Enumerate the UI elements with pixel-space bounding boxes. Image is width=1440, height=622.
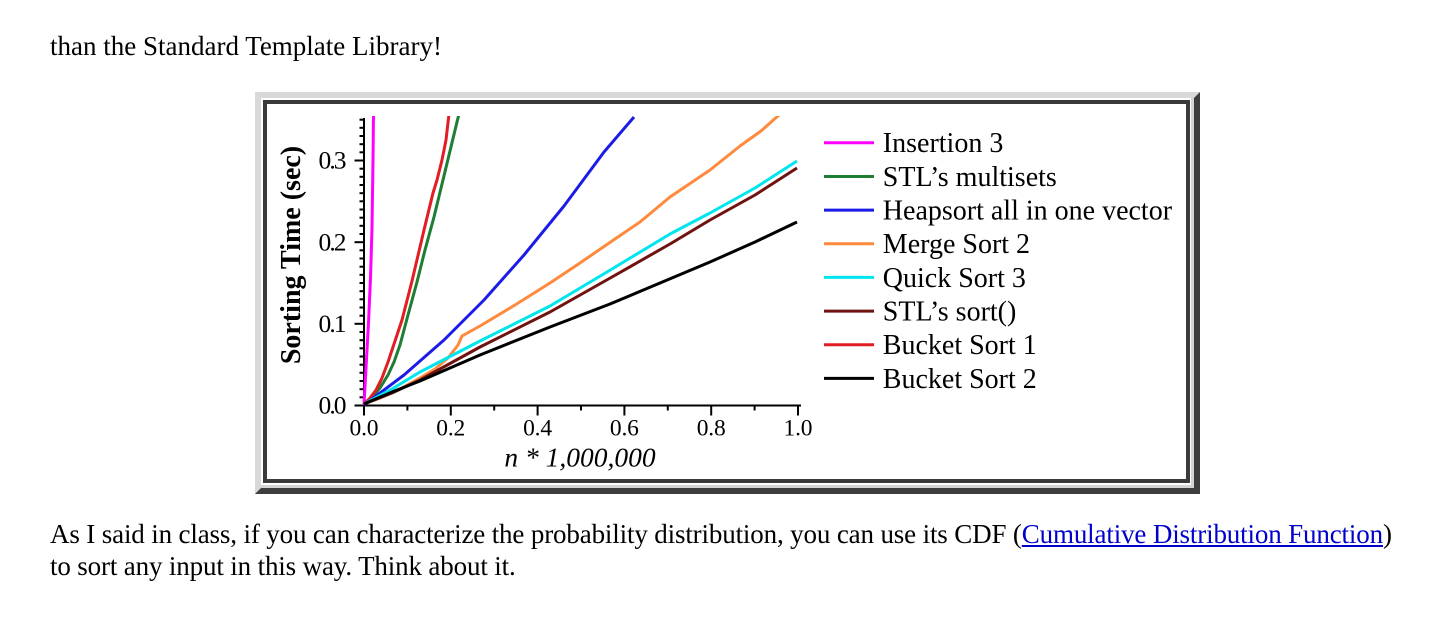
svg-text:Insertion 3: Insertion 3: [883, 128, 1004, 159]
svg-text:0.0: 0.0: [350, 416, 379, 442]
svg-text:STL’s sort(): STL’s sort(): [883, 297, 1017, 328]
svg-text:0.8: 0.8: [697, 416, 726, 442]
svg-text:Merge Sort 2: Merge Sort 2: [883, 229, 1030, 260]
svg-text:0.4: 0.4: [523, 416, 552, 442]
svg-text:Heapsort all in one vector: Heapsort all in one vector: [883, 196, 1173, 227]
svg-text:Bucket Sort 1: Bucket Sort 1: [883, 330, 1037, 361]
svg-text:1.0: 1.0: [784, 416, 813, 442]
svg-text:0.3: 0.3: [319, 146, 347, 175]
svg-text:0.0: 0.0: [319, 391, 347, 420]
svg-text:0.2: 0.2: [436, 416, 465, 442]
svg-text:Sorting Time (sec): Sorting Time (sec): [276, 146, 307, 364]
svg-text:n * 1,000,000: n * 1,000,000: [504, 442, 656, 473]
svg-text:STL’s multisets: STL’s multisets: [883, 162, 1057, 193]
svg-text:0.1: 0.1: [319, 309, 347, 338]
svg-text:0.6: 0.6: [610, 416, 639, 442]
svg-text:0.2: 0.2: [319, 227, 347, 256]
svg-text:Bucket Sort 2: Bucket Sort 2: [883, 364, 1037, 395]
svg-text:Quick Sort 3: Quick Sort 3: [883, 263, 1026, 294]
